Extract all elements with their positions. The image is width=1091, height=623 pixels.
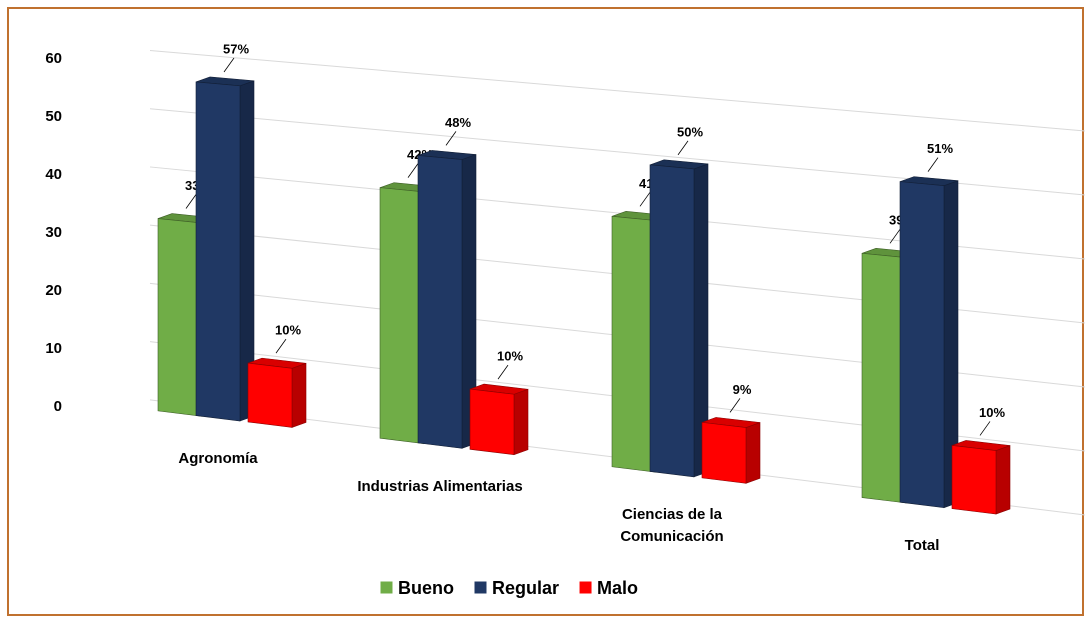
data-label: 48%	[445, 115, 471, 130]
bar-front	[379, 187, 425, 444]
bar	[899, 176, 959, 509]
leader-line	[223, 57, 235, 73]
leader-line	[889, 229, 901, 244]
y-tick-label: 20	[45, 282, 62, 299]
bar	[469, 383, 529, 456]
y-tick-label: 10	[45, 340, 62, 357]
bar-front	[469, 388, 515, 456]
legend-label: Malo	[597, 578, 638, 598]
bar-side	[513, 388, 529, 456]
x-tick-label: Ciencias de la Comunicación	[620, 506, 724, 546]
leader-line	[407, 163, 419, 178]
data-label: 10%	[275, 323, 301, 338]
bar-front	[861, 252, 907, 504]
bar-front	[899, 181, 945, 508]
bar	[247, 357, 307, 428]
leader-line	[497, 364, 509, 380]
legend-label: Bueno	[398, 578, 454, 598]
leader-line	[639, 192, 651, 207]
data-label: 10%	[497, 349, 523, 364]
bar-side	[291, 362, 307, 428]
bar-front	[195, 81, 241, 422]
x-tick-label: Industrias Alimentarias	[357, 477, 523, 495]
bar-front	[951, 445, 997, 515]
leader-line	[927, 157, 939, 172]
y-tick-label: 0	[54, 398, 62, 415]
leader-line	[729, 398, 741, 413]
x-tick-label: Total	[904, 536, 940, 554]
y-tick-label: 30	[45, 224, 62, 241]
bar	[951, 440, 1011, 515]
data-label: 9%	[733, 382, 752, 397]
legend-swatch	[578, 580, 593, 595]
bar-front	[157, 218, 203, 417]
bar-front	[701, 422, 747, 484]
grid-line	[149, 49, 1086, 132]
leader-line	[275, 338, 287, 354]
data-label: 10%	[979, 405, 1005, 420]
data-label: 57%	[223, 41, 249, 56]
data-label: 51%	[927, 141, 953, 156]
y-tick-label: 40	[45, 166, 62, 183]
leader-line	[445, 131, 457, 146]
legend-swatch	[379, 580, 394, 595]
bar-front	[417, 155, 463, 449]
y-tick-label: 60	[45, 50, 62, 67]
leader-line	[979, 421, 991, 436]
bar-front	[649, 164, 695, 478]
data-label: 50%	[677, 124, 703, 139]
y-tick-label: 50	[45, 108, 62, 125]
bar-front	[611, 215, 657, 473]
legend-label: Regular	[492, 578, 559, 598]
x-tick-label: Agronomía	[178, 450, 258, 468]
bar-side	[995, 445, 1011, 515]
bar-front	[247, 362, 293, 428]
bar	[649, 159, 709, 478]
leader-line	[185, 194, 197, 209]
bar	[195, 76, 255, 422]
legend-swatch	[473, 580, 488, 595]
bar	[417, 150, 477, 449]
bar-side	[745, 422, 761, 484]
bar	[701, 417, 761, 484]
leader-line	[677, 140, 689, 156]
